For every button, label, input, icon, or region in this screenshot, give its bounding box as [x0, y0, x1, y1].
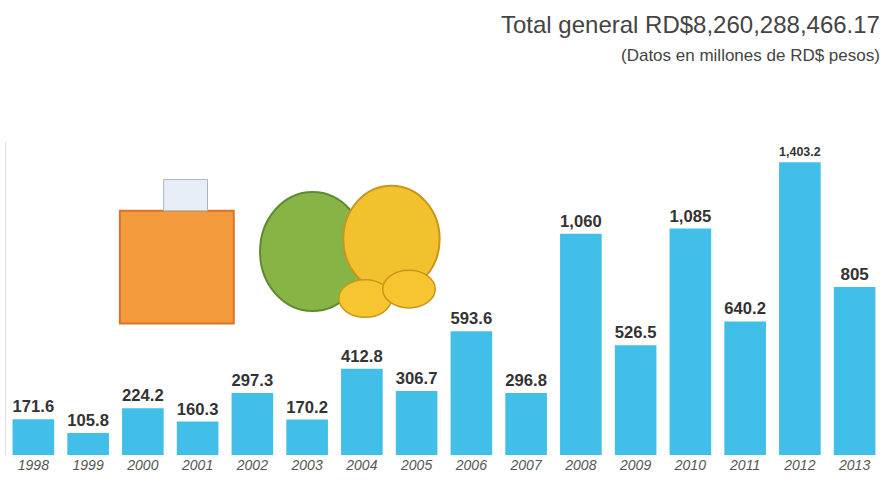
svg-text:2013: 2013 — [838, 457, 870, 473]
svg-text:2003: 2003 — [291, 457, 323, 473]
svg-text:2001: 2001 — [181, 457, 213, 473]
svg-text:2000: 2000 — [126, 457, 158, 473]
svg-text:2012: 2012 — [783, 457, 815, 473]
svg-text:(Datos en millones de RD$ peso: (Datos en millones de RD$ pesos) — [621, 46, 880, 65]
svg-text:2011: 2011 — [729, 457, 760, 473]
svg-text:640.2: 640.2 — [724, 299, 766, 318]
svg-text:160.3: 160.3 — [177, 400, 219, 419]
svg-text:297.3: 297.3 — [232, 371, 274, 390]
svg-text:412.8: 412.8 — [341, 347, 383, 366]
svg-text:1999: 1999 — [73, 457, 104, 473]
svg-text:805: 805 — [840, 265, 868, 284]
svg-text:1,403.2: 1,403.2 — [779, 145, 821, 159]
svg-text:1,060: 1,060 — [560, 212, 602, 231]
svg-text:2009: 2009 — [619, 457, 651, 473]
svg-text:170.2: 170.2 — [286, 398, 328, 417]
svg-text:306.7: 306.7 — [396, 369, 438, 388]
svg-text:Total general RD$8,260,288,466: Total general RD$8,260,288,466.17 — [501, 11, 880, 38]
svg-text:2007: 2007 — [510, 457, 543, 473]
svg-text:171.6: 171.6 — [13, 397, 55, 416]
svg-text:296.8: 296.8 — [505, 371, 547, 390]
svg-text:224.2: 224.2 — [122, 386, 164, 405]
svg-text:526.5: 526.5 — [615, 323, 657, 342]
svg-text:2004: 2004 — [345, 457, 377, 473]
svg-text:593.6: 593.6 — [451, 309, 493, 328]
svg-text:105.8: 105.8 — [67, 411, 109, 430]
svg-text:2002: 2002 — [236, 457, 268, 473]
svg-text:2010: 2010 — [674, 457, 706, 473]
svg-text:1,085: 1,085 — [670, 207, 712, 226]
svg-text:2006: 2006 — [455, 457, 487, 473]
svg-text:2008: 2008 — [564, 457, 596, 473]
svg-text:2005: 2005 — [400, 457, 432, 473]
svg-text:1998: 1998 — [18, 457, 49, 473]
